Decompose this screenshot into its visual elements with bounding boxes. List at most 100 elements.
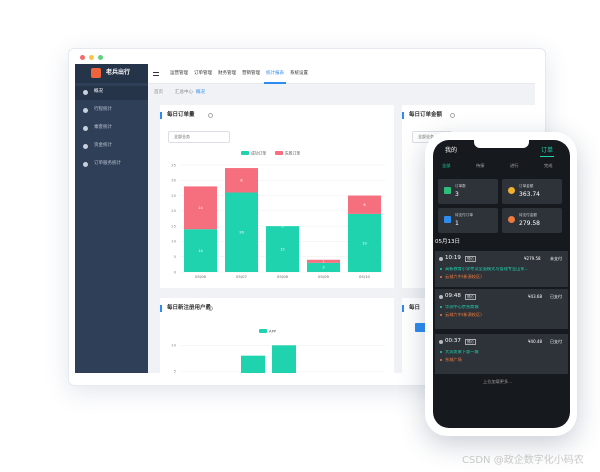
menu-active [75,86,148,100]
menu-icon [83,108,88,113]
bar [307,262,340,272]
bar [184,186,217,230]
bar [225,192,258,272]
stat-icon [508,216,515,223]
from-dot [440,351,442,353]
data-label: 14 [198,206,203,210]
bar [307,259,340,263]
y-tick-label: 30 [171,178,176,183]
data-label: 14 [198,249,203,253]
card-title: 每日 [409,305,421,311]
nav-item[interactable]: 订单管理 [194,71,212,76]
order-card[interactable] [435,251,568,287]
order-amount: ¥43.68 [528,294,542,299]
subtab[interactable]: 进行 [510,163,519,168]
menu-item[interactable]: 乘客统计 [94,125,112,130]
help-icon [450,113,455,118]
phone-tab[interactable]: 订单 [541,147,554,154]
data-label: 3 [322,266,324,270]
order-amount: ¥40.48 [528,339,542,344]
order-to: 云城六中(新源校区) [445,312,482,317]
order-status: 已支付 [550,294,562,299]
card-accent [402,305,404,312]
order-to: 东城广场 [445,357,462,362]
chart: 5 10 APP [171,328,385,373]
logo-text: 老兵出行 [106,69,131,76]
watermark: CSDN @政企数字化小码农 [462,455,584,466]
y-tick-label: 10 [171,239,176,244]
y-tick-label: 15 [171,223,176,228]
order-from: 大润发来下第一城 [445,350,479,354]
card-title: 每日订单金额 [409,112,443,118]
order-time: 00:37 [445,338,461,344]
y-tick-label: 0 [174,269,177,274]
dropdown-text: 全部业务 [418,134,434,139]
x-tick-label: 05/06 [195,274,207,279]
x-tick-label: 05/10 [359,274,371,279]
stat-label: 订单数 [455,184,466,188]
card-accent [160,305,162,312]
menu-toggle [153,72,159,76]
x-tick-label: 05/08 [277,274,289,279]
y-tick-label: 5 [174,368,177,373]
order-from: 华润中心京东商城 [445,305,479,309]
subtab[interactable]: 待接 [476,163,485,168]
order-from: 高新教育小学考试全面模式与管理专业山东... [445,267,529,271]
nav-item[interactable]: 运营管理 [170,71,188,76]
bar [272,345,296,373]
data-label: 6 [363,203,365,207]
nav-item[interactable]: 系统设置 [290,71,308,76]
stat-icon [444,187,451,194]
bar [348,213,381,272]
nav-item[interactable]: 营销管理 [242,71,260,76]
card-accent [402,112,404,119]
menu-item[interactable]: 行程统计 [94,107,112,112]
date: 05月13日 [435,239,460,245]
topnav [148,64,535,84]
to-dot [440,359,442,361]
stat-icon [508,187,515,194]
data-label: 19 [362,241,366,245]
order-dot [439,257,443,261]
window-dot [98,55,103,60]
bar [241,355,265,373]
menu-icon [83,126,88,131]
x-tick-label: 05/09 [318,274,330,279]
subtab[interactable]: 完成 [544,163,553,168]
dropdown-text: 全部业务 [174,134,190,139]
card-title: 每日订单量 [167,112,195,118]
stat-value: 279.58 [519,220,540,227]
dropdown[interactable] [168,131,230,143]
window-dot [80,55,85,60]
y-tick-label: 25 [171,193,176,198]
tab-underline [540,156,554,158]
stat-value: 3 [455,191,459,198]
stat-value: 1 [455,220,459,227]
data-label: 1 [322,260,324,264]
load-more: 上拉加载更多... [483,379,513,384]
subtab[interactable]: 全部 [442,163,451,168]
order-time: 10:19 [445,255,461,261]
data-label: 8 [240,179,242,183]
button[interactable] [415,323,427,332]
menu-item[interactable]: 概况 [94,89,103,94]
menu-item[interactable]: 订单服务统计 [94,161,121,166]
notch [474,140,529,148]
menu-item[interactable]: 资金统计 [94,143,112,148]
legend-swatch [259,329,267,333]
data-label: 0 [281,224,283,228]
x-tick-label: 05/07 [236,274,248,279]
data-label: 26 [239,231,243,235]
logo-icon [91,68,101,78]
from-dot [440,306,442,308]
order-card[interactable] [435,334,568,374]
card-accent [160,112,162,119]
help-icon [208,113,213,118]
bar [266,226,299,272]
from-dot [440,268,442,270]
order-card[interactable] [435,289,568,329]
nav-item[interactable]: 统计报表 [266,71,284,76]
nav-item[interactable]: 财务管理 [218,71,236,76]
phone-screen: 我的 订单 全部 待接 进行 完成 订单数 3 订单金额 363.74 待支付订单 1 待支付金额 279… [433,140,570,428]
